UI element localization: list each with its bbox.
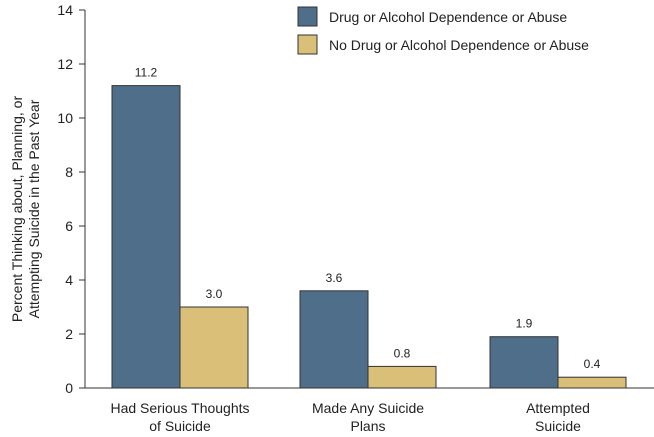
y-tick-label: 10 <box>57 110 73 126</box>
bar-value-label: 0.4 <box>584 357 601 371</box>
x-category-label: Had Serious Thoughts of Suicide <box>110 400 249 434</box>
legend-swatch <box>297 34 318 55</box>
bars: 11.2 3.0 Had Serious Thoughts of Suicide 3.6… <box>110 66 627 434</box>
y-tick-label: 4 <box>65 272 73 288</box>
bar-dependence-1 <box>299 290 369 389</box>
bar-value-label: 3.6 <box>326 271 343 285</box>
y-tick-label: 14 <box>57 2 73 18</box>
y-axis-title-line: Attempting Suicide in the Past Year <box>26 99 42 318</box>
y-tick-label: 6 <box>65 218 73 234</box>
x-category-label-line: Plans <box>350 418 385 434</box>
y-axis-title: Percent Thinking about, Planning, orAtte… <box>9 96 42 323</box>
legend-swatch <box>297 6 318 27</box>
bar-no-dependence-2 <box>557 376 627 389</box>
y-axis-title-line: Percent Thinking about, Planning, or <box>9 96 25 323</box>
bar-value-label: 0.8 <box>394 346 411 360</box>
x-category-label-line: Suicide <box>535 418 581 434</box>
y-tick-label: 2 <box>65 326 73 342</box>
bar-no-dependence-1 <box>367 365 437 389</box>
bar-value-label: 1.9 <box>516 317 533 331</box>
x-category-label: Made Any Suicide Plans <box>312 400 424 434</box>
x-category-label-line: Attempted <box>526 400 590 416</box>
y-tick-label: 8 <box>65 164 73 180</box>
bar-no-dependence-0 <box>179 306 249 389</box>
bar-value-label: 11.2 <box>135 66 158 80</box>
y-tick-label: 0 <box>65 380 73 396</box>
y-tick-label: 12 <box>57 56 73 72</box>
bar-dependence-2 <box>489 336 559 389</box>
x-category-label-line: Made Any Suicide <box>312 400 424 416</box>
legend-label: No Drug or Alcohol Dependence or Abuse <box>329 37 589 53</box>
x-category-label-line: of Suicide <box>149 418 211 434</box>
x-category-label: Attempted Suicide <box>526 400 590 434</box>
legend: Drug or Alcohol Dependence or Abuse No Dr… <box>297 6 589 55</box>
x-category-label-line: Had Serious Thoughts <box>110 400 249 416</box>
bar-value-label: 3.0 <box>206 287 223 301</box>
bar-dependence-0 <box>111 85 181 389</box>
y-axis-title-text: Percent Thinking about, Planning, orAtte… <box>9 96 42 323</box>
legend-label: Drug or Alcohol Dependence or Abuse <box>329 9 567 25</box>
